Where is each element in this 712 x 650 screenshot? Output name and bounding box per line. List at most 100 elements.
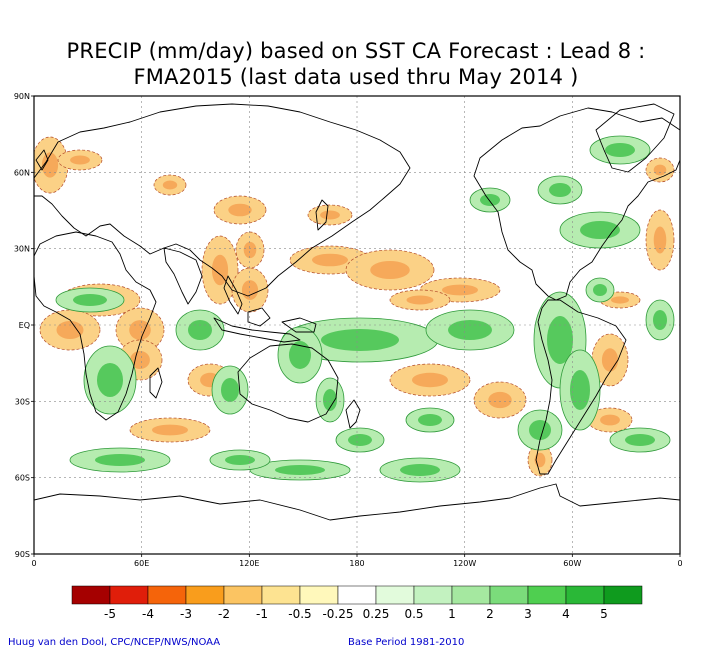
longitude-tick-label: 0 xyxy=(677,559,682,568)
colorbar-swatch xyxy=(451,585,491,605)
dry-anomaly-core xyxy=(600,414,620,426)
colorbar-swatch xyxy=(375,585,415,605)
latitude-tick-label: 30S xyxy=(15,397,30,406)
wet-anomaly-core xyxy=(221,378,239,402)
dry-anomaly-core xyxy=(228,203,252,217)
wet-anomaly-core xyxy=(653,310,667,330)
colorbar-swatch xyxy=(299,585,339,605)
wet-anomaly-core xyxy=(323,389,337,411)
coast-madagascar xyxy=(149,367,163,399)
wet-anomaly-core xyxy=(400,464,440,476)
longitude-tick-label: 60E xyxy=(134,559,149,568)
coast-borneo xyxy=(247,307,271,327)
dry-anomaly-core xyxy=(442,284,478,296)
dry-anomaly-core xyxy=(312,253,348,267)
wet-anomaly-core xyxy=(73,294,107,306)
colorbar-swatch xyxy=(185,585,225,605)
dry-anomaly-core xyxy=(488,391,512,409)
longitude-tick-label: 180 xyxy=(349,559,364,568)
coast-india xyxy=(163,247,203,305)
wet-anomaly-core xyxy=(605,143,635,157)
map-field xyxy=(34,96,680,554)
coast-uk xyxy=(35,149,49,171)
wet-anomaly-core xyxy=(547,316,573,364)
dry-anomaly-core xyxy=(320,210,340,220)
wet-anomaly-core xyxy=(448,320,492,340)
dry-anomaly-core xyxy=(41,152,59,178)
base-period-note: Base Period 1981-2010 xyxy=(348,637,465,648)
coast-europe-asia xyxy=(34,103,411,297)
latitude-tick-label: 90S xyxy=(15,550,30,559)
colorbar-label: 3 xyxy=(524,607,532,621)
colorbar-swatch xyxy=(109,585,149,605)
wet-anomaly-core xyxy=(225,455,255,465)
coast-greenland xyxy=(595,103,675,173)
dry-anomaly-core xyxy=(243,241,257,259)
dry-anomaly-core xyxy=(241,280,259,300)
wet-anomaly-core xyxy=(480,194,500,206)
colorbar-swatch xyxy=(527,585,567,605)
dry-anomaly-core xyxy=(70,155,90,165)
colorbar-swatch xyxy=(413,585,453,605)
colorbar-swatch xyxy=(223,585,263,605)
colorbar-label: 5 xyxy=(600,607,608,621)
wet-anomaly-core xyxy=(549,183,571,197)
colorbar-swatch xyxy=(603,585,643,605)
colorbar-label: -2 xyxy=(218,607,230,621)
colorbar-label: -4 xyxy=(142,607,154,621)
colorbar-label: 0.25 xyxy=(363,607,390,621)
wet-anomaly-core xyxy=(188,320,212,340)
colorbar-swatch xyxy=(337,585,377,605)
dry-anomaly-core xyxy=(611,296,629,304)
wet-anomaly-core xyxy=(529,420,551,440)
colorbar-swatch xyxy=(489,585,529,605)
dry-anomaly-core xyxy=(162,180,178,190)
dry-anomaly-core xyxy=(406,295,434,305)
wet-anomaly-core xyxy=(97,363,123,397)
latitude-tick-labels: 90N 60N 30N EQ 30S 60S 90S xyxy=(14,92,34,559)
colorbar-swatch xyxy=(261,585,301,605)
coast-new-guinea xyxy=(281,317,317,333)
wet-anomaly-core xyxy=(289,341,311,369)
colorbar-swatch xyxy=(565,585,605,605)
dry-anomaly-core xyxy=(412,372,448,388)
coast-indonesia xyxy=(213,317,301,343)
wet-anomaly-core xyxy=(570,370,590,410)
coast-se-asia xyxy=(223,275,243,315)
colorbar-label: 1 xyxy=(448,607,456,621)
latitude-tick-label: 60S xyxy=(15,474,30,483)
wet-anomaly-core xyxy=(275,465,325,475)
wet-anomaly-core xyxy=(418,414,442,426)
dry-anomaly-core xyxy=(211,254,229,286)
title-line-2: FMA2015 (last data used thru May 2014 ) xyxy=(133,65,579,89)
coast-australia xyxy=(237,343,339,423)
dry-anomaly-core xyxy=(601,348,619,372)
longitude-tick-label: 0 xyxy=(31,559,36,568)
dry-anomaly-core xyxy=(152,424,188,436)
longitude-tick-label: 120W xyxy=(453,559,476,568)
longitude-tick-label: 120E xyxy=(239,559,259,568)
latitude-tick-label: 30N xyxy=(14,245,30,254)
longitude-tick-label: 60W xyxy=(563,559,581,568)
wet-anomaly-core xyxy=(321,329,399,351)
author-credit: Huug van den Dool, CPC/NCEP/NWS/NOAA xyxy=(8,637,221,648)
colorbar-label: 4 xyxy=(562,607,570,621)
wet-anomaly-core xyxy=(95,454,145,466)
dry-anomaly-core xyxy=(370,261,410,279)
colorbar-label: 2 xyxy=(486,607,494,621)
wet-anomaly-core xyxy=(593,284,607,296)
coast-new-zealand xyxy=(345,399,361,429)
coast-south-america xyxy=(535,299,627,475)
latitude-tick-label: 60N xyxy=(14,168,30,177)
dry-anomaly-core xyxy=(56,321,84,339)
dry-anomaly-core xyxy=(653,226,667,254)
colorbar-swatch xyxy=(71,585,111,605)
wet-anomaly-core xyxy=(625,434,655,446)
colorbar-label: -1 xyxy=(256,607,268,621)
wet-anomaly-core xyxy=(348,434,372,446)
latitude-tick-label: EQ xyxy=(19,321,30,330)
lat-lon-gridlines xyxy=(34,96,680,554)
colorbar-label: -0.25 xyxy=(322,607,353,621)
dry-anomaly-core xyxy=(130,351,150,369)
